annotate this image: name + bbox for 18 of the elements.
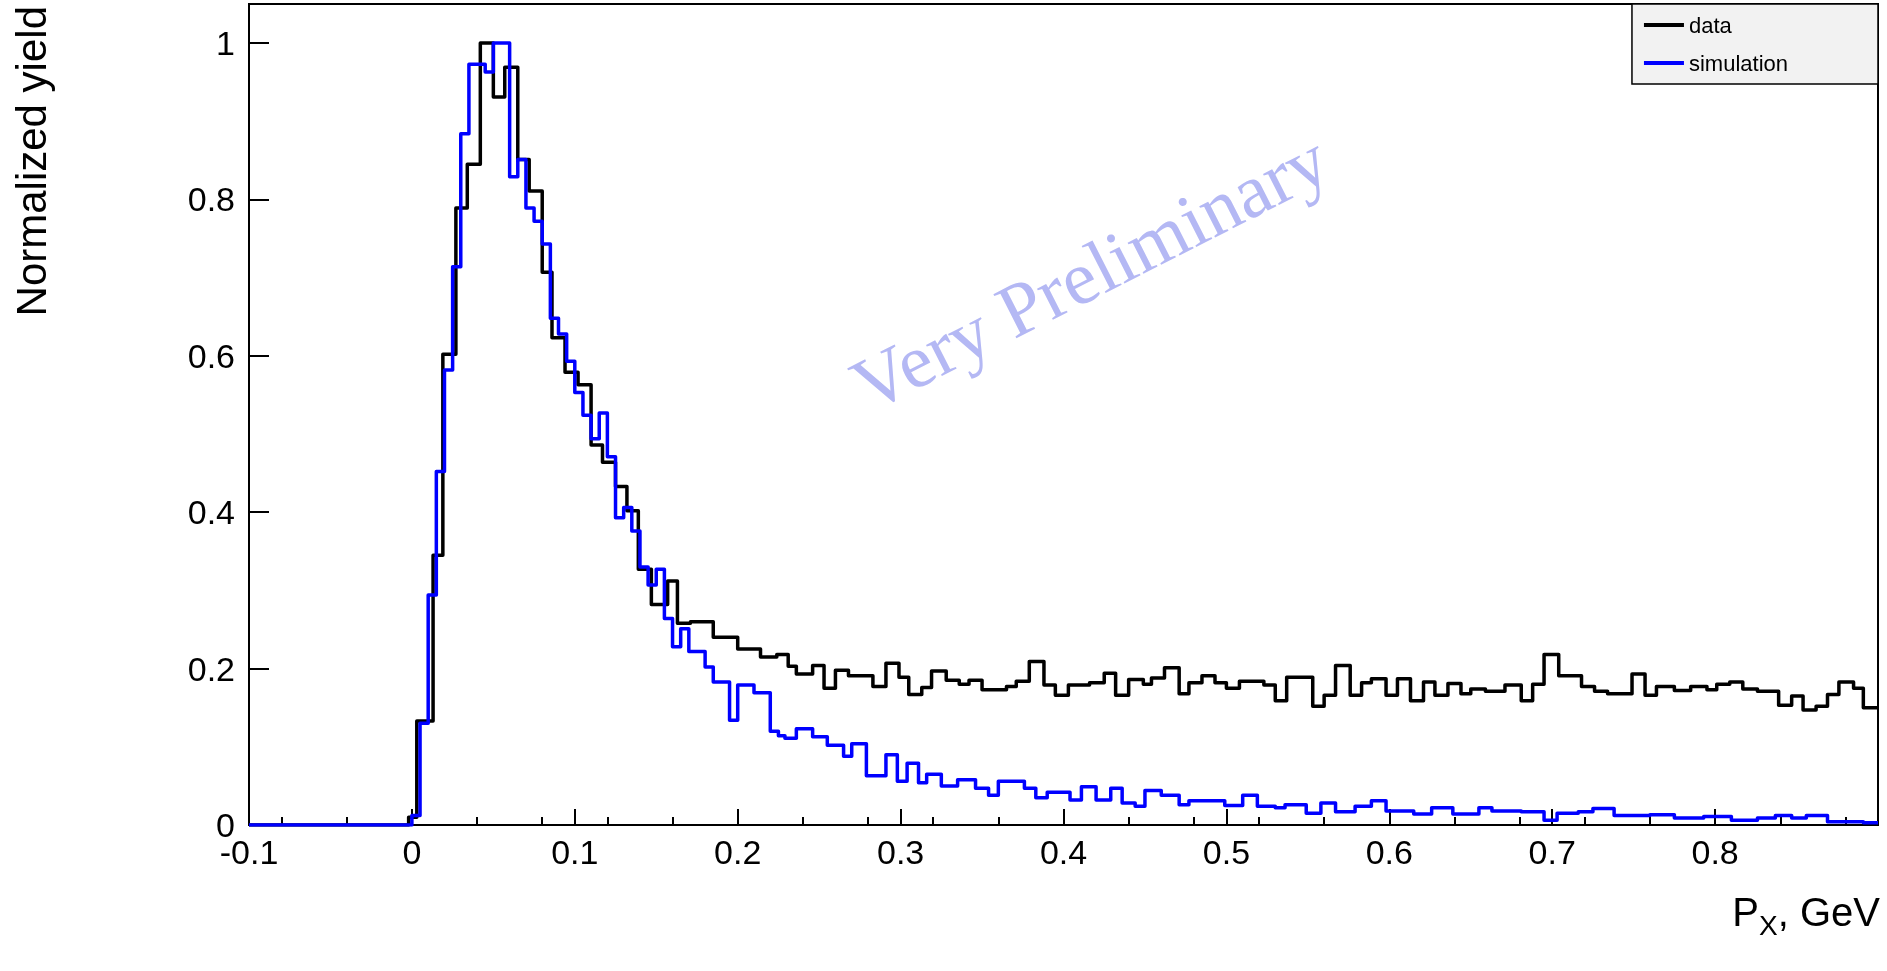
x-tick-label: 0.3 [876,833,925,871]
x-axis-title: P$_{X}$, GeV [1732,889,1880,943]
x-tick-label: 0.1 [551,833,599,871]
y-tick-label: 0.8 [187,180,235,219]
legend-label: data [1688,12,1733,38]
x-tick-label: 0.8 [1691,833,1739,871]
y-axis-title: Normalized yield [7,6,55,317]
x-tick-label: 0.5 [1202,833,1251,871]
x-tick-label: 0 [402,833,422,871]
legend-label: simulation [1688,50,1788,76]
y-tick-label: 0.6 [187,336,235,375]
y-tick-label: 1 [216,24,235,63]
y-tick-label: 0.4 [187,493,235,532]
x-tick-label: 0.4 [1039,833,1088,871]
y-tick-label: 0.2 [187,649,235,688]
x-tick-label: 0.6 [1365,833,1413,871]
x-tick-label: 0.7 [1528,833,1576,871]
x-tick-label: 0.2 [714,833,762,871]
